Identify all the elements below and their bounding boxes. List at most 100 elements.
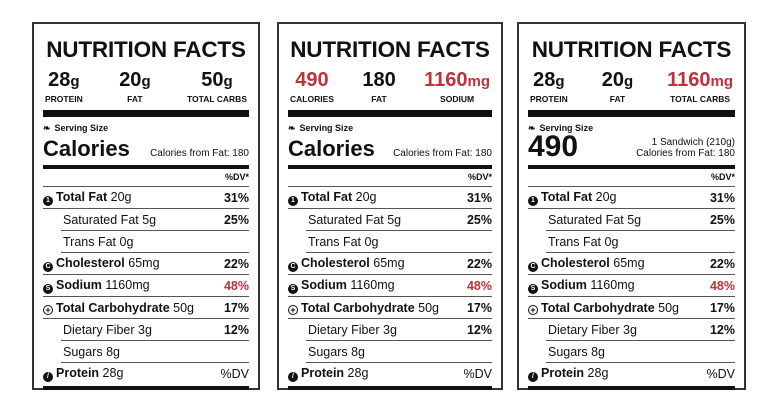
calories-side: Calories from Fat: 180 <box>393 148 492 162</box>
thick-divider <box>43 110 249 117</box>
summary-stat: 28g PROTEIN <box>530 69 568 107</box>
nutrient-label: Trans Fat <box>308 234 362 249</box>
nutrient-name: 1 Total Fat 20g <box>288 190 377 206</box>
nutrient-name: Dietary Fiber 3g <box>306 323 397 337</box>
nutrient-percent: 25% <box>223 212 249 227</box>
nutrient-row: S Sodium 1160mg 48% <box>528 275 735 297</box>
nutrient-label: Total Carbohydrate <box>56 300 170 315</box>
nutrient-row: + Total Carbohydrate 50g 17% <box>528 297 735 319</box>
summary-stat: 1160mg SODIUM <box>424 69 490 107</box>
nutrient-percent: 25% <box>466 212 492 227</box>
nutrient-name: Trans Fat 0g <box>306 235 378 249</box>
serving-size-label: Serving Size <box>54 123 109 133</box>
summary-stat: 490 CALORIES <box>290 69 334 107</box>
stat-number: 28 <box>48 69 71 91</box>
nutrient-amount: 0g <box>604 234 619 249</box>
nutrient-percent: 31% <box>223 190 249 205</box>
nutrient-row: + Total Carbohydrate 50g 17% <box>288 297 492 319</box>
nutrient-name: / Protein 28g <box>528 366 608 382</box>
nutrient-percent: 48% <box>223 278 249 293</box>
nutrient-name: S Sodium 1160mg <box>288 278 395 294</box>
nutrient-name: + Total Carbohydrate 50g <box>43 301 194 315</box>
panel-title: NUTRITION FACTS <box>46 37 246 62</box>
bottom-divider <box>528 386 735 390</box>
nutrient-label: Protein <box>56 365 100 380</box>
calories-heading: Calories <box>43 136 130 161</box>
nutrient-amount: 20g <box>595 189 617 204</box>
wheat-icon: ❧ <box>288 122 296 133</box>
nutrition-facts-panel: NUTRITION FACTS 28g PROTEIN 20g FAT 50g TOTAL … <box>32 22 260 390</box>
fat-icon: 1 <box>528 195 538 206</box>
nutrient-label: Sodium <box>541 277 587 292</box>
stat-number: 20 <box>601 69 624 91</box>
thick-divider <box>288 110 492 117</box>
stat-number: 50 <box>201 69 224 91</box>
nutrient-percent: %DV <box>220 366 249 381</box>
nutrient-name: S Sodium 1160mg <box>528 278 635 294</box>
nutrient-amount: 1160mg <box>590 277 635 292</box>
stat-label: TOTAL CARBS <box>670 94 731 104</box>
nutrient-row: C Cholesterol 65mg 22% <box>43 253 249 275</box>
nutrient-name: 1 Total Fat 20g <box>528 190 617 206</box>
sodium-icon: S <box>528 283 538 294</box>
nutrient-label: Sodium <box>301 277 347 292</box>
summary-stat: 20g FAT <box>119 69 150 107</box>
nutrient-name: Dietary Fiber 3g <box>61 323 152 337</box>
nutrient-label: Dietary Fiber <box>63 322 135 337</box>
nutrient-label: Saturated Fat <box>548 212 624 227</box>
nutrient-amount: 8g <box>106 344 120 359</box>
protein-icon: / <box>288 371 298 382</box>
nutrient-row: Dietary Fiber 3g 12% <box>61 319 249 341</box>
nutrient-label: Total Fat <box>541 189 593 204</box>
calories-side: Calories from Fat: 180 <box>150 148 249 162</box>
serving-size-row: ❧ Serving Size <box>288 122 492 134</box>
nutrient-label: Sugars <box>63 344 103 359</box>
sodium-icon: S <box>288 283 298 294</box>
stat-label: CALORIES <box>290 94 334 104</box>
summary-stat: 180 FAT <box>362 69 395 107</box>
stat-number: 28 <box>533 69 556 91</box>
nutrition-facts-panel: NUTRITION FACTS 28g PROTEIN 20g FAT 1160mg TOT… <box>517 22 746 390</box>
stat-value: 20g <box>119 69 150 93</box>
nutrient-label: Total Carbohydrate <box>541 300 655 315</box>
summary-stats: 28g PROTEIN 20g FAT 1160mg TOTAL CARBS <box>528 69 735 107</box>
stat-value: 490 <box>290 69 334 93</box>
summary-stat: 1160mg TOTAL CARBS <box>667 69 733 107</box>
stat-value: 1160mg <box>424 69 490 93</box>
nutrient-name: Saturated Fat 5g <box>61 213 156 227</box>
nutrient-percent: 31% <box>709 190 735 205</box>
nutrient-percent: 25% <box>709 212 735 227</box>
nutrient-percent: 12% <box>466 322 492 337</box>
calories-row: 490 1 Sandwich (210g) Calories from Fat: 1… <box>528 132 735 162</box>
nutrient-amount: 28g <box>587 365 609 380</box>
summary-stat: 20g FAT <box>602 69 633 107</box>
nutrient-label: Dietary Fiber <box>548 322 620 337</box>
stat-number: 490 <box>295 69 329 91</box>
nutrient-amount: 1160mg <box>350 277 395 292</box>
nutrient-percent: 12% <box>709 322 735 337</box>
summary-stats: 28g PROTEIN 20g FAT 50g TOTAL CARBS <box>43 69 249 107</box>
nutrient-row: Saturated Fat 5g 25% <box>61 209 249 231</box>
nutrient-amount: 28g <box>347 365 369 380</box>
nutrient-row: / Protein 28g %DV <box>288 363 492 384</box>
nutrient-label: Sugars <box>308 344 348 359</box>
nutrient-row: C Cholesterol 65mg 22% <box>528 253 735 275</box>
nutrient-amount: 3g <box>138 322 152 337</box>
nutrient-label: Sodium <box>56 277 102 292</box>
stat-value: 50g <box>187 69 247 93</box>
nutrient-label: Saturated Fat <box>63 212 139 227</box>
stat-label: SODIUM <box>440 94 475 104</box>
calories-from-fat: Calories from Fat: 180 <box>636 148 735 159</box>
calories-side: 1 Sandwich (210g) Calories from Fat: 180 <box>636 137 735 162</box>
carbohydrate-plus-icon: + <box>528 304 538 315</box>
nutrient-amount: 50g <box>173 300 195 315</box>
nutrient-name: / Protein 28g <box>288 366 368 382</box>
nutrient-percent: 22% <box>223 256 249 271</box>
nutrient-amount: 5g <box>387 212 402 227</box>
nutrient-name: C Cholesterol 65mg <box>43 256 160 272</box>
nutrient-amount: 65mg <box>613 255 645 270</box>
carbohydrate-plus-icon: + <box>288 304 298 315</box>
calories-from-fat: Calories from Fat: 180 <box>150 148 249 159</box>
stat-value: 1160mg <box>667 69 733 93</box>
nutrient-row: Dietary Fiber 3g 12% <box>306 319 492 341</box>
